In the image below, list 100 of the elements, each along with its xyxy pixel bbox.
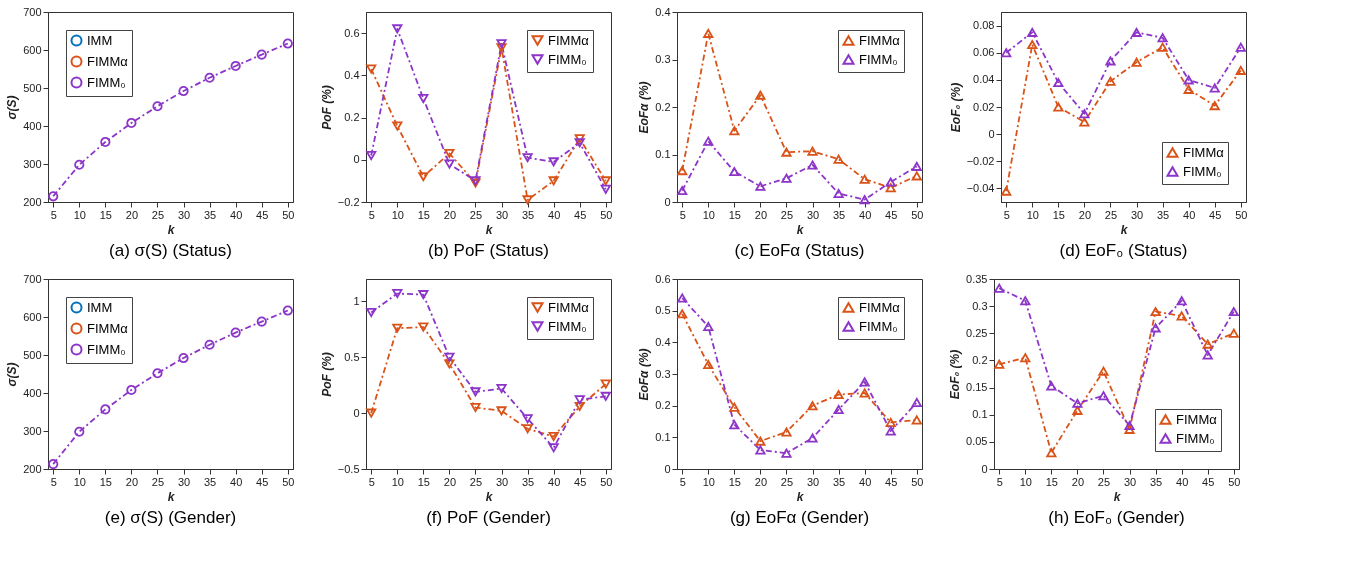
point xyxy=(1176,296,1187,306)
point xyxy=(994,283,1005,293)
x-tick-label: 40 xyxy=(1183,208,1196,221)
y-tick-label: 400 xyxy=(23,386,42,399)
y-tick-label: 0.6 xyxy=(344,26,360,39)
x-tick-label: 35 xyxy=(1149,475,1163,488)
point xyxy=(574,134,585,144)
point xyxy=(807,146,818,156)
x-tick-label: 5 xyxy=(368,475,375,488)
x-axis-title: k xyxy=(485,489,494,504)
legend-label: FIMMα xyxy=(87,320,129,336)
y-tick-label: −0.5 xyxy=(337,462,360,475)
x-tick-label: 35 xyxy=(832,475,846,488)
point xyxy=(885,417,896,427)
point xyxy=(781,173,792,183)
x-tick-label: 35 xyxy=(521,208,535,221)
point xyxy=(885,426,896,436)
point xyxy=(126,384,137,396)
y-axis-title: EoF₀ (%) xyxy=(948,349,963,400)
legend-label: FIMMα xyxy=(859,32,901,48)
point xyxy=(152,368,163,379)
point xyxy=(1046,381,1057,391)
x-tick-label: 40 xyxy=(859,475,872,488)
point xyxy=(230,60,241,72)
y-tick-label: 400 xyxy=(23,119,42,132)
y-tick-label: 0.08 xyxy=(973,19,995,32)
point xyxy=(1235,42,1246,52)
y-tick-label: −0.2 xyxy=(337,195,360,208)
x-tick-label: 5 xyxy=(368,208,375,221)
point xyxy=(833,404,844,414)
point xyxy=(859,195,870,205)
point xyxy=(1079,117,1090,127)
y-tick-label: 0.1 xyxy=(655,430,671,443)
point xyxy=(729,402,740,412)
legend-label: FIMM₀ xyxy=(87,341,126,357)
point xyxy=(911,171,922,181)
point xyxy=(256,49,267,60)
x-tick-label: 25 xyxy=(151,475,165,488)
y-tick-label: 0.1 xyxy=(972,408,988,421)
y-tick-label: 600 xyxy=(23,310,42,323)
x-tick-label: 25 xyxy=(469,475,483,488)
x-axis-title: k xyxy=(167,222,176,237)
x-tick-label: 5 xyxy=(679,475,686,488)
y-tick-label: 300 xyxy=(23,157,42,170)
y-axis-title: EoFα (%) xyxy=(637,81,652,134)
x-tick-label: 20 xyxy=(754,208,768,221)
y-tick-label: 0.04 xyxy=(973,73,995,86)
x-tick-label: 20 xyxy=(1071,475,1085,488)
point xyxy=(256,316,267,327)
point xyxy=(600,379,611,389)
x-tick-label: 10 xyxy=(1026,208,1039,221)
y-axis-title: EoFα (%) xyxy=(637,348,652,401)
point xyxy=(1105,56,1116,66)
x-tick-label: 35 xyxy=(203,475,217,488)
point xyxy=(1131,27,1142,37)
x-tick-label: 20 xyxy=(125,475,139,488)
y-tick-label: 0 xyxy=(353,153,360,166)
y-tick-label: 0.25 xyxy=(966,326,988,339)
x-tick-label: 15 xyxy=(417,475,430,488)
x-tick-label: 45 xyxy=(256,475,269,488)
y-tick-label: 0 xyxy=(664,195,671,208)
x-tick-label: 30 xyxy=(806,208,820,221)
point xyxy=(204,72,215,83)
point xyxy=(600,176,611,186)
x-tick-label: 45 xyxy=(574,475,587,488)
point xyxy=(574,401,585,411)
x-tick-label: 45 xyxy=(574,208,587,221)
legend-label: FIMM₀ xyxy=(87,74,126,90)
point xyxy=(178,352,189,364)
text: (h) EoF₀ (Gender) xyxy=(1048,508,1185,527)
point xyxy=(1072,398,1083,408)
point xyxy=(781,427,792,437)
point xyxy=(1150,307,1161,317)
y-axis-title: σ(S) xyxy=(5,95,20,120)
x-tick-label: 45 xyxy=(1202,475,1215,488)
x-tick-label: 10 xyxy=(702,208,715,221)
point xyxy=(496,39,507,49)
x-tick-label: 15 xyxy=(1052,208,1065,221)
legend-label: FIMMα xyxy=(87,53,129,69)
y-tick-label: 0 xyxy=(664,462,671,475)
x-tick-label: 30 xyxy=(1130,208,1144,221)
x-tick-label: 20 xyxy=(443,475,457,488)
point xyxy=(100,136,111,148)
x-tick-label: 15 xyxy=(728,208,741,221)
x-tick-label: 50 xyxy=(282,208,295,221)
y-tick-label: 0.2 xyxy=(655,399,671,412)
x-tick-label: 40 xyxy=(548,475,561,488)
y-tick-label: 0.2 xyxy=(344,111,360,124)
x-tick-label: 50 xyxy=(282,475,295,488)
point xyxy=(677,166,688,176)
x-tick-label: 10 xyxy=(73,208,86,221)
y-tick-label: 0.2 xyxy=(972,353,988,366)
point xyxy=(1027,27,1038,37)
point xyxy=(859,377,870,387)
x-tick-label: 15 xyxy=(1045,475,1058,488)
point xyxy=(444,359,455,369)
x-tick-label: 30 xyxy=(177,475,191,488)
point xyxy=(1183,75,1194,85)
point xyxy=(1131,57,1142,67)
x-tick-label: 50 xyxy=(911,475,924,488)
